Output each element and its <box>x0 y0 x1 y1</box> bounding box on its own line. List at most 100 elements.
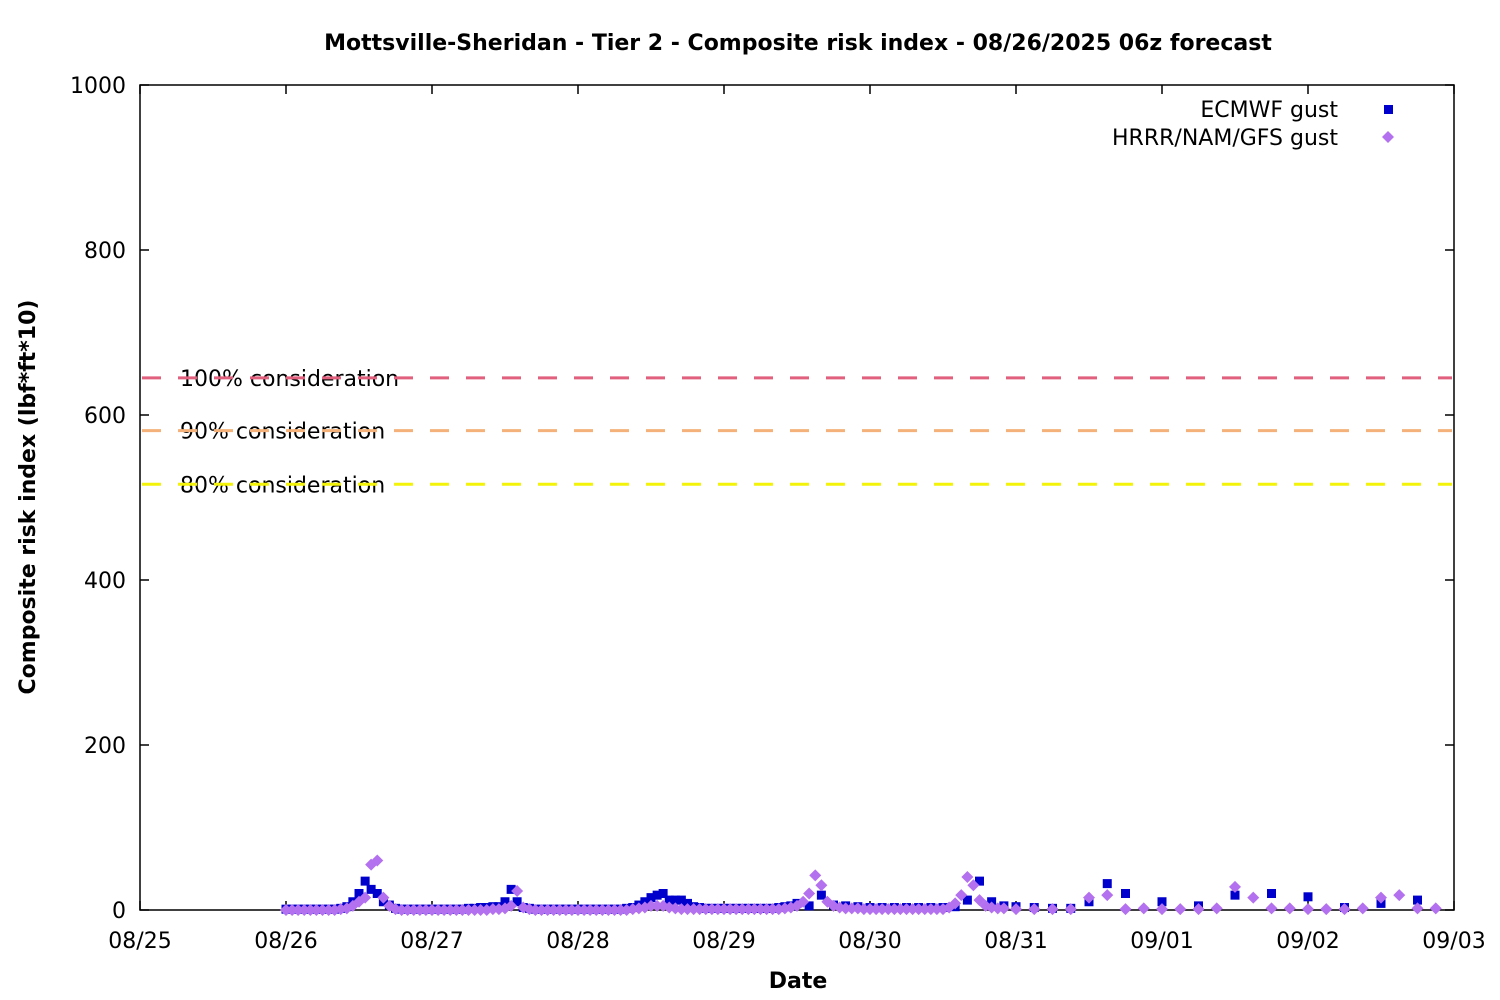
data-point <box>572 904 584 916</box>
x-tick-label: 08/29 <box>692 929 755 954</box>
data-point <box>670 895 680 905</box>
data-point <box>1338 903 1351 916</box>
data-point <box>816 890 826 900</box>
data-point <box>1267 889 1276 898</box>
data-point <box>736 903 749 916</box>
data-point <box>360 876 370 886</box>
data-point <box>699 903 712 916</box>
data-point <box>366 884 376 894</box>
data-point <box>505 899 518 912</box>
data-point <box>426 904 438 916</box>
data-point <box>354 889 364 898</box>
chart-title: Mottsville-Sheridan - Tier 2 - Composite… <box>324 31 1272 56</box>
data-point <box>377 891 390 904</box>
data-point <box>401 904 414 916</box>
data-point <box>298 904 311 916</box>
data-point <box>1393 889 1406 902</box>
data-point <box>310 904 323 916</box>
x-tick-label: 08/28 <box>546 929 609 954</box>
y-axis-label: Composite risk index (lbf*ft*10) <box>16 300 41 695</box>
data-point <box>438 904 451 916</box>
data-point <box>1247 891 1260 904</box>
reference-line-label: 80% consideration <box>180 473 385 498</box>
data-point <box>1411 902 1424 915</box>
data-point <box>1157 897 1167 907</box>
x-tick-label: 08/31 <box>984 929 1047 954</box>
data-point <box>797 895 810 908</box>
data-point <box>529 904 542 916</box>
legend-label-hrrr: HRRR/NAM/GFS gust <box>1112 126 1338 151</box>
data-point <box>1028 903 1041 916</box>
legend-label-ecmwf: ECMWF gust <box>1200 98 1338 123</box>
data-point <box>1083 891 1095 904</box>
data-point <box>748 903 761 916</box>
data-point <box>456 904 469 916</box>
data-point <box>894 903 907 916</box>
data-point <box>766 903 779 916</box>
data-point <box>804 901 814 911</box>
data-point <box>646 893 656 903</box>
x-tick-label: 08/30 <box>838 929 901 954</box>
data-point <box>815 879 828 892</box>
data-point <box>372 889 382 898</box>
data-point <box>1356 902 1369 915</box>
x-tick-label: 08/27 <box>400 929 463 954</box>
data-point <box>1119 903 1132 916</box>
series-hrrr-nam-gfs <box>280 854 1442 916</box>
data-point <box>1429 902 1442 915</box>
y-axis: 0 200 400 600 800 1000 <box>70 74 1454 924</box>
x-tick-label: 08/26 <box>254 929 317 954</box>
legend-marker-hrrr <box>1382 131 1394 143</box>
data-point <box>512 897 522 907</box>
data-point <box>511 885 524 898</box>
data-point <box>857 903 870 916</box>
data-point <box>292 904 305 916</box>
data-point <box>444 904 457 916</box>
data-point <box>1137 902 1150 915</box>
data-point <box>1102 879 1112 889</box>
data-point <box>419 904 432 916</box>
data-point <box>553 904 566 916</box>
data-point <box>918 903 931 916</box>
data-point <box>1303 892 1313 902</box>
data-point <box>1375 891 1387 904</box>
data-point <box>997 902 1010 915</box>
data-point <box>1210 902 1223 915</box>
y-tick-label: 1000 <box>70 74 126 99</box>
data-point <box>608 904 621 916</box>
data-point <box>535 904 548 916</box>
data-point <box>1064 903 1077 916</box>
data-point <box>1265 902 1278 915</box>
data-point <box>803 887 816 900</box>
data-point <box>474 904 487 916</box>
data-point <box>584 904 597 916</box>
legend: ECMWF gust HRRR/NAM/GFS gust <box>1112 98 1394 151</box>
data-point <box>754 903 767 916</box>
data-point <box>912 903 925 916</box>
y-tick-label: 800 <box>84 239 126 264</box>
data-point <box>652 890 662 900</box>
data-point <box>316 904 329 916</box>
data-point <box>676 895 686 905</box>
data-point <box>845 902 858 915</box>
data-point <box>900 903 913 916</box>
data-point <box>371 854 384 867</box>
data-point <box>359 891 372 904</box>
y-tick-label: 400 <box>84 569 126 594</box>
data-point <box>1283 902 1296 915</box>
data-point <box>506 884 516 894</box>
data-point <box>839 902 852 915</box>
data-point <box>991 902 1004 915</box>
data-point <box>565 904 578 916</box>
data-point <box>645 899 657 912</box>
y-tick-label: 200 <box>84 734 126 759</box>
data-point <box>975 876 984 886</box>
data-point <box>1192 903 1205 916</box>
data-point <box>864 903 876 916</box>
legend-marker-ecmwf <box>1384 105 1393 114</box>
data-point <box>658 889 668 898</box>
x-tick-label: 09/03 <box>1422 929 1485 954</box>
data-point <box>1302 903 1314 916</box>
y-tick-label: 0 <box>112 899 126 924</box>
data-point <box>1156 903 1168 916</box>
